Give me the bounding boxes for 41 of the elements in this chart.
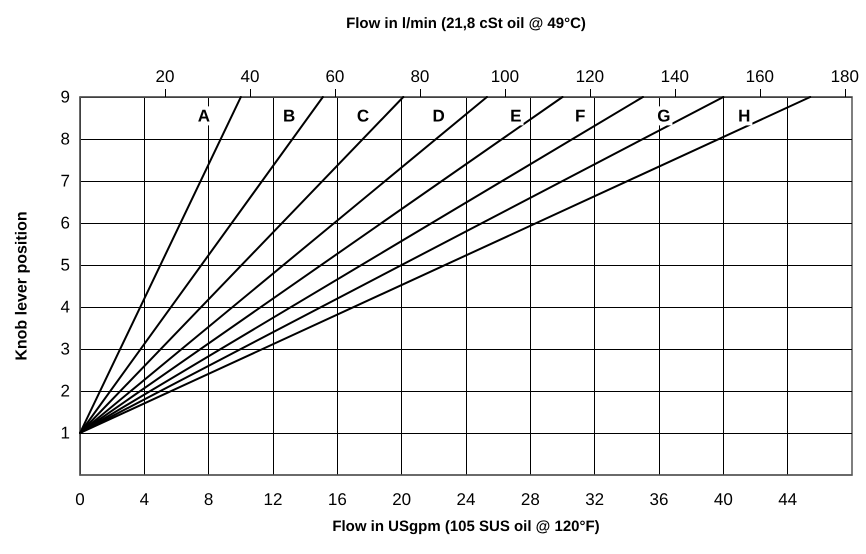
x-tick-label: 20 — [392, 490, 412, 509]
y-tick-label: 6 — [60, 214, 70, 232]
y-tick-label: 7 — [60, 172, 70, 190]
x2-tick-label: 160 — [746, 67, 774, 86]
x-tick-label: 32 — [585, 490, 604, 509]
annotation: G — [657, 106, 670, 126]
annotation: A — [198, 106, 210, 126]
y-tick-label: 9 — [60, 88, 70, 106]
y-axis-title: Knob lever position — [14, 211, 30, 361]
x-tick-label: 44 — [778, 490, 798, 509]
y-tick-label: 5 — [60, 256, 70, 274]
annotation: B — [282, 106, 296, 126]
x-tick-label: 12 — [264, 490, 282, 509]
x2-tick-label: 180 — [830, 67, 859, 86]
y-tick-label: 4 — [60, 298, 70, 316]
annotation: F — [574, 106, 586, 126]
x-tick-label: 24 — [456, 490, 476, 509]
x-tick-label: 4 — [140, 490, 150, 509]
y-tick-label: 3 — [60, 340, 70, 358]
x2-tick-label: 20 — [156, 67, 174, 86]
x2-tick-label: 60 — [325, 67, 344, 86]
annotation: D — [432, 106, 445, 126]
y-tick-label: 8 — [60, 130, 70, 148]
annotation: C — [356, 106, 370, 126]
x-tick-label: 40 — [714, 490, 733, 509]
annotation: H — [738, 106, 750, 126]
x2-tick-label: 40 — [240, 67, 260, 86]
annotation: E — [510, 106, 522, 126]
x-tick-label: 0 — [75, 490, 85, 509]
x2-tick-label: 120 — [576, 67, 604, 86]
x-tick-label: 28 — [520, 490, 540, 509]
x2-tick-label: 100 — [490, 67, 520, 86]
x2-tick-label: 80 — [410, 67, 430, 86]
x2-tick-label: 140 — [660, 67, 690, 86]
y-tick-label: 2 — [60, 382, 70, 400]
x2-axis-title: Flow in l/min (21,8 cSt oil @ 49°C) — [346, 15, 586, 32]
x-tick-label: 36 — [650, 490, 668, 509]
y-tick-label: 1 — [60, 424, 70, 442]
x-tick-label: 8 — [204, 490, 214, 509]
x-tick-label: 16 — [328, 490, 347, 509]
x-axis-title: Flow in USgpm (105 SUS oil @ 120°F) — [332, 518, 600, 535]
